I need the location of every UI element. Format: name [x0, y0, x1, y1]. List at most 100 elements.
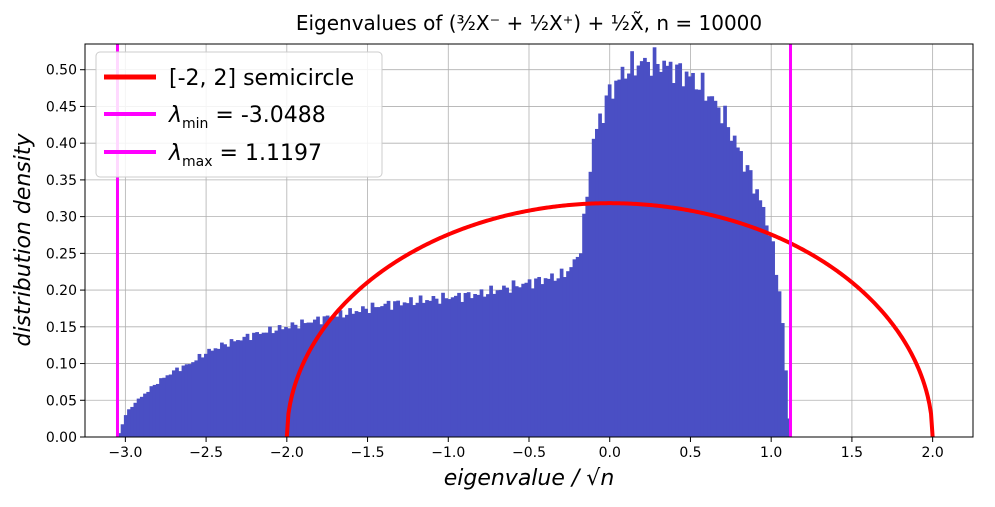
- histogram-bar: [361, 306, 365, 437]
- histogram-bar: [617, 79, 622, 438]
- histogram-bar: [149, 386, 154, 437]
- histogram-bar: [646, 61, 650, 437]
- histogram-bar: [716, 107, 721, 437]
- histogram-bar: [780, 323, 785, 437]
- histogram-bar: [652, 47, 657, 437]
- histogram-bar: [777, 291, 782, 437]
- histogram-bar: [659, 71, 663, 438]
- histogram-bar: [633, 75, 638, 437]
- x-tick-label: −2.0: [270, 445, 304, 461]
- histogram-bar: [264, 332, 269, 437]
- histogram-bar: [399, 305, 404, 437]
- x-tick-label: 1.0: [760, 445, 782, 461]
- histogram-bar: [521, 283, 525, 437]
- histogram-bar: [518, 287, 522, 437]
- histogram-bar: [207, 348, 211, 437]
- histogram-bar: [271, 333, 276, 437]
- legend-sub-min: min: [182, 116, 208, 132]
- histogram-bar: [335, 316, 340, 437]
- histogram-bar: [492, 293, 497, 437]
- y-tick-label: 0.40: [46, 136, 77, 152]
- x-tick-label: −1.0: [431, 445, 465, 461]
- histogram-bar: [758, 200, 763, 437]
- histogram-bar: [726, 127, 731, 438]
- histogram-bar: [460, 301, 465, 437]
- histogram-bar: [280, 329, 285, 437]
- histogram-bar: [742, 171, 747, 437]
- histogram-bar: [136, 398, 141, 437]
- histogram-bar: [236, 340, 240, 437]
- histogram-bar: [239, 340, 243, 437]
- histogram-bar: [396, 300, 401, 437]
- histogram-bar: [761, 206, 766, 437]
- histogram-bar: [508, 292, 513, 437]
- histogram-bar: [511, 280, 516, 437]
- legend-lambda-symbol-min: λ: [168, 103, 182, 128]
- histogram-bar: [409, 297, 413, 437]
- histogram-bar: [598, 113, 602, 438]
- histogram-bar: [242, 336, 247, 437]
- histogram-bar: [402, 302, 407, 437]
- histogram-bar: [370, 302, 375, 437]
- histogram-bar: [556, 278, 561, 437]
- legend-label-lambda-min: λmin = -3.0488: [168, 103, 326, 132]
- histogram-bar: [316, 316, 320, 437]
- histogram-bar: [287, 328, 292, 437]
- histogram-bar: [248, 340, 253, 437]
- histogram-bar: [562, 277, 567, 437]
- histogram-bars: [117, 47, 791, 438]
- histogram-bar: [784, 370, 788, 437]
- histogram-bar: [707, 96, 711, 438]
- histogram-bar: [210, 350, 215, 437]
- y-tick-label: 0.20: [46, 283, 77, 299]
- histogram-bar: [303, 323, 308, 437]
- histogram-bar: [527, 279, 532, 437]
- histogram-bar: [412, 305, 417, 437]
- histogram-bar: [470, 298, 474, 437]
- histogram-bar: [755, 189, 759, 437]
- histogram-bar: [546, 278, 551, 437]
- histogram-bar: [191, 362, 195, 437]
- histogram-bar: [768, 235, 772, 437]
- histogram-bar: [486, 294, 490, 437]
- histogram-bar: [620, 66, 625, 437]
- semicircle-curve: [284, 201, 935, 438]
- histogram-bar: [117, 433, 122, 437]
- histogram-bar: [771, 241, 775, 437]
- histogram-bar: [357, 312, 362, 437]
- histogram-bar: [476, 294, 481, 437]
- histogram-bar: [524, 282, 529, 437]
- histogram-bar: [694, 89, 699, 438]
- histogram-bar: [348, 308, 352, 437]
- histogram-bar: [245, 333, 250, 437]
- histogram-bar: [748, 170, 753, 437]
- histogram-bar: [684, 71, 689, 437]
- histogram-bar: [393, 301, 397, 437]
- histogram-bar: [595, 128, 599, 437]
- histogram-bar: [604, 95, 609, 437]
- histogram-bar: [274, 330, 279, 437]
- histogram-bar: [220, 342, 224, 437]
- legend-label-semicircle: [-2, 2] semicircle: [169, 66, 354, 91]
- y-tick-label: 0.30: [46, 210, 77, 226]
- x-tick-label: −0.5: [512, 445, 546, 461]
- histogram-bar: [200, 357, 205, 437]
- histogram-bar: [530, 288, 535, 437]
- histogram-bar: [309, 322, 314, 437]
- histogram-bar: [582, 213, 586, 437]
- histogram-bar: [697, 89, 702, 437]
- histogram-bar: [678, 63, 683, 438]
- histogram-bar: [543, 278, 548, 437]
- histogram-bar: [389, 309, 394, 437]
- histogram-bar: [665, 65, 670, 437]
- histogram-bar: [175, 367, 179, 437]
- histogram-bar: [290, 322, 295, 437]
- histogram-bar: [268, 326, 272, 437]
- histogram-bar: [325, 315, 330, 437]
- histogram-bar: [341, 317, 346, 437]
- histogram-bar: [671, 83, 676, 438]
- histogram-bar: [405, 303, 410, 437]
- histogram-bar: [139, 396, 144, 437]
- histogram-bar: [720, 123, 724, 438]
